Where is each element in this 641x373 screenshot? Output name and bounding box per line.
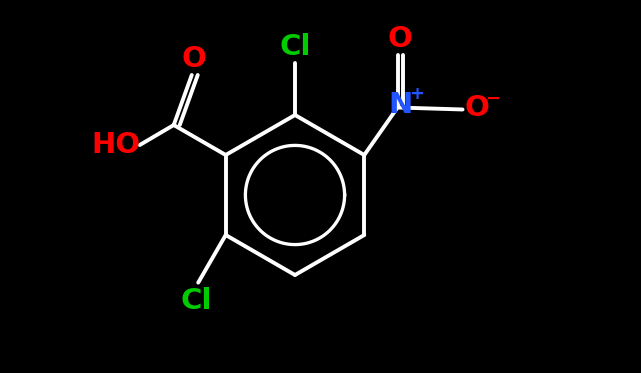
Text: Cl: Cl bbox=[279, 33, 311, 61]
Text: HO: HO bbox=[91, 131, 140, 159]
Text: −: − bbox=[485, 90, 500, 107]
Text: +: + bbox=[409, 85, 424, 103]
Text: O: O bbox=[181, 45, 206, 73]
Text: Cl: Cl bbox=[181, 286, 212, 315]
Text: N: N bbox=[388, 91, 413, 119]
Text: O: O bbox=[464, 94, 489, 122]
Text: O: O bbox=[387, 25, 412, 53]
